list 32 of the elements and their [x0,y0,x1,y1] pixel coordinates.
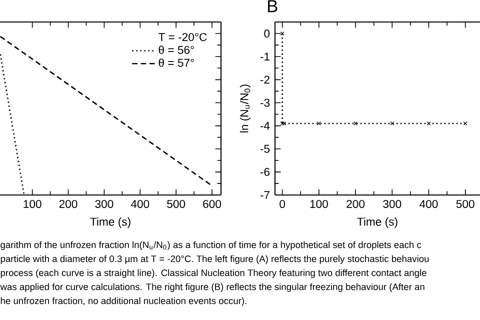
text: process (each curve is a straight line). Classical Nucleation Theory featuring two different contact angle [0,269,426,278]
x-tick-label: 500 [456,200,474,208]
y-tick-label: 0 [264,30,270,38]
y-tick-label: -7 [260,191,270,199]
x-tick-label: 400 [130,200,150,208]
text: was applied for curve calculations. The right figure (B) reflects the singular freezing behaviour (After an [0,283,424,292]
x-tick-label: 300 [383,200,402,208]
x-tick-label: 300 [95,200,114,208]
legend-label: θ = 57° [158,58,194,67]
x-tick-label: 100 [24,200,42,208]
text: particle with a diameter of 0.3 µm at T = -20°C. The left figure (A) reflects the purely stochastic behaviou [0,255,429,264]
x-tick-label: 100 [310,200,328,208]
y-axis-title: ln (N$_{u}$/N$_{0}$) [240,84,251,132]
chart-title: B [268,0,278,12]
x-axis-title: Time (s) [357,217,398,228]
text: he unfrozen fraction, no additional nucleation events occur). [0,297,246,306]
y-tick-label: -1 [260,52,270,60]
text: garithm of the unfrozen fraction ln(N$_{u}$/N$_{0}$) as a function of time for a hypothetical set of droplets each c [0,241,422,250]
x-tick-label: 500 [167,200,186,208]
y-tick-label: -4 [260,122,270,130]
y-tick-label: -5 [260,144,270,153]
x-tick-label: 0 [280,200,286,208]
x-tick-label: 200 [59,200,78,208]
x-axis-title: Time (s) [90,217,130,228]
y-tick-label: -6 [260,168,270,176]
x-tick-label: 400 [420,200,438,208]
x-tick-label: 200 [346,200,365,208]
y-tick-label: -3 [260,98,270,107]
y-tick-label: -2 [260,76,270,84]
legend-title: T = -20°C [158,33,207,42]
x-tick-label: 600 [203,200,222,208]
legend-label: θ = 56° [158,46,194,54]
